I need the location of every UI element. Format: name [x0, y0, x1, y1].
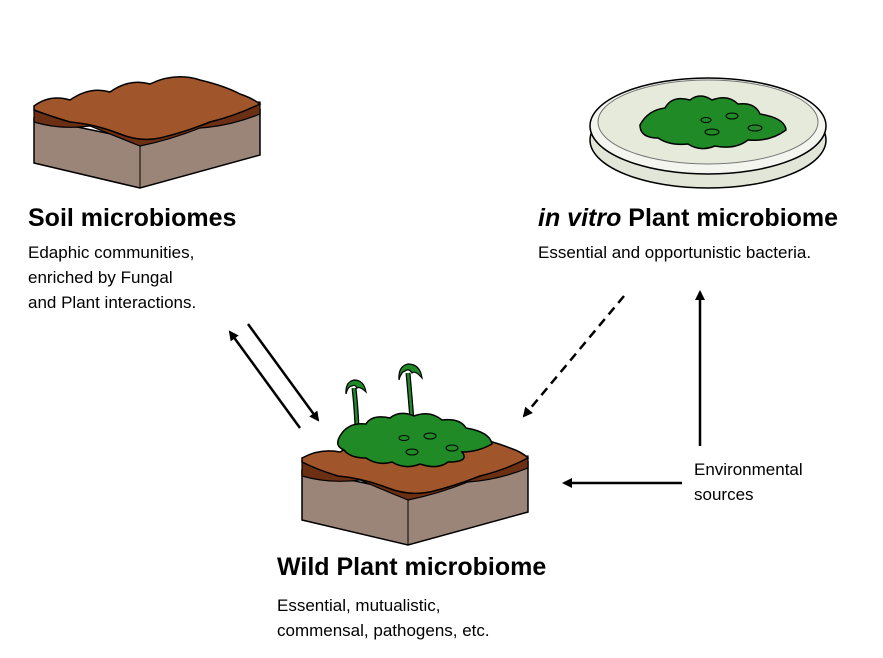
invitro-plant-microbiome-title: in vitro Plant microbiome [538, 203, 838, 233]
env-desc-line: Environmental [694, 460, 803, 479]
invitro-italic: in vitro [538, 204, 622, 232]
soil-desc-line: enriched by Fungal [28, 268, 173, 287]
soil-microbiomes-title: Soil microbiomes [28, 204, 237, 232]
soil-block-icon [33, 76, 262, 189]
soil-desc-line: Edaphic communities, [28, 243, 195, 262]
soil-desc-line: and Plant interactions. [28, 293, 197, 312]
env-desc-line: sources [694, 485, 754, 504]
wild-desc-line: commensal, pathogens, etc. [277, 621, 490, 640]
wild-plant-block-icon [301, 363, 530, 546]
invitro-title-rest: Plant microbiome [621, 204, 839, 232]
invitro-plant-microbiome-description: Essential and opportunistic bacteria. [538, 240, 811, 265]
wild-plant-microbiome-description: Essential, mutualistic, commensal, patho… [277, 593, 490, 643]
soil-microbiomes-description: Edaphic communities, enriched by Fungal … [28, 240, 196, 315]
arrow-invitro-to-wild-dashed [522, 295, 625, 418]
wild-plant-microbiome-title: Wild Plant microbiome [277, 553, 547, 581]
petri-dish-icon [589, 77, 827, 189]
arrow-wild-to-soil [228, 330, 302, 429]
invitro-desc-line: Essential and opportunistic bacteria. [538, 243, 812, 262]
environmental-sources-label: Environmental sources [694, 457, 803, 507]
arrow-soil-to-wild [246, 323, 320, 422]
wild-desc-line: Essential, mutualistic, [277, 596, 441, 615]
